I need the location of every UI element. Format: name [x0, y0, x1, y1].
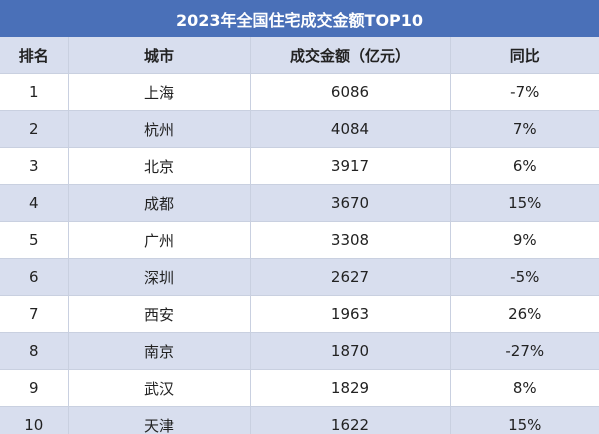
- table-cell: 8%: [449, 369, 599, 407]
- table-cell: 6%: [449, 147, 599, 185]
- table-cell: 10: [0, 406, 68, 434]
- table-cell: 3917: [249, 147, 450, 185]
- table-cell: 3670: [249, 184, 450, 222]
- table-cell: 15%: [449, 184, 599, 222]
- table-cell: 4084: [249, 110, 450, 148]
- table-row: 8 南京 1870 -27%: [0, 332, 599, 370]
- table-row: 5 广州 3308 9%: [0, 221, 599, 259]
- table-cell: 广州: [67, 221, 250, 259]
- table-cell: 成都: [67, 184, 250, 222]
- table-cell: -27%: [449, 332, 599, 370]
- table-row: 3 北京 3917 6%: [0, 147, 599, 185]
- table-cell: 5: [0, 221, 68, 259]
- table-cell: 3308: [249, 221, 450, 259]
- table-cell: 1870: [249, 332, 450, 370]
- table-cell: 上海: [67, 73, 250, 111]
- table-row: 6 深圳 2627 -5%: [0, 258, 599, 296]
- table-cell: 9%: [449, 221, 599, 259]
- table-cell: 6086: [249, 73, 450, 111]
- table-cell: 7: [0, 295, 68, 333]
- table-cell: 1: [0, 73, 68, 111]
- table-cell: 西安: [67, 295, 250, 333]
- table-cell: 1622: [249, 406, 450, 434]
- table-cell: 6: [0, 258, 68, 296]
- header-row: 排名 城市 成交金额（亿元） 同比: [0, 37, 599, 74]
- table-cell: 北京: [67, 147, 250, 185]
- header-cell: 城市: [67, 37, 250, 74]
- table-row: 7 西安 1963 26%: [0, 295, 599, 333]
- table-cell: -5%: [449, 258, 599, 296]
- table-cell: 15%: [449, 406, 599, 434]
- table-row: 2 杭州 4084 7%: [0, 110, 599, 148]
- table-cell: 4: [0, 184, 68, 222]
- table-cell: 杭州: [67, 110, 250, 148]
- table-row: 4 成都 3670 15%: [0, 184, 599, 222]
- table-cell: 天津: [67, 406, 250, 434]
- table-row: 1 上海 6086 -7%: [0, 73, 599, 111]
- table-cell: 南京: [67, 332, 250, 370]
- table-cell: 7%: [449, 110, 599, 148]
- table-cell: 3: [0, 147, 68, 185]
- table-cell: 1829: [249, 369, 450, 407]
- header-cell: 成交金额（亿元）: [249, 37, 450, 74]
- table-cell: 武汉: [67, 369, 250, 407]
- table-cell: 深圳: [67, 258, 250, 296]
- table-title: 2023年全国住宅成交金额TOP10: [0, 0, 599, 37]
- table-cell: 1963: [249, 295, 450, 333]
- table-cell: 8: [0, 332, 68, 370]
- table-cell: -7%: [449, 73, 599, 111]
- table-row: 9 武汉 1829 8%: [0, 369, 599, 407]
- table-cell: 2: [0, 110, 68, 148]
- table-cell: 26%: [449, 295, 599, 333]
- table-row: 10 天津 1622 15%: [0, 406, 599, 434]
- header-cell: 同比: [449, 37, 599, 74]
- table-cell: 9: [0, 369, 68, 407]
- header-cell: 排名: [0, 37, 68, 74]
- table-body: 1 上海 6086 -7% 2 杭州 4084 7% 3 北京 3917 6% 4 成都 3670 15% 5 广…: [0, 73, 599, 434]
- table-cell: 2627: [249, 258, 450, 296]
